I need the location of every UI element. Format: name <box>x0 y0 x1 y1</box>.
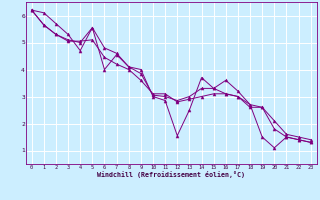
X-axis label: Windchill (Refroidissement éolien,°C): Windchill (Refroidissement éolien,°C) <box>97 171 245 178</box>
